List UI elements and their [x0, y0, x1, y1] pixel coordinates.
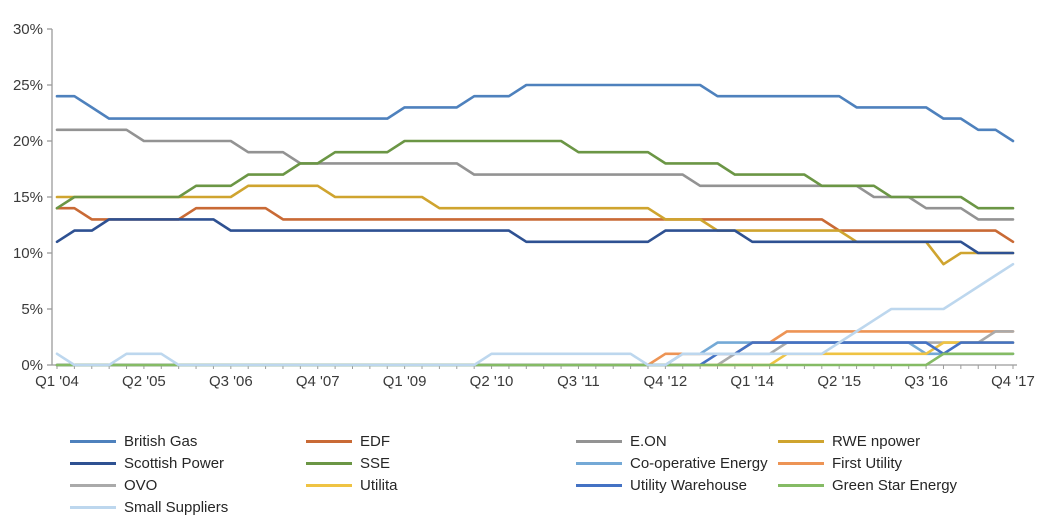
- legend-item-utility-warehouse: Utility Warehouse: [576, 474, 778, 496]
- legend-label-small-suppliers: Small Suppliers: [124, 498, 229, 516]
- plot-area: 0% 5% 10% 15% 20% 25% 30% Q1 '04 Q2 '05 Q3 '06 Q4 …: [13, 21, 1035, 390]
- series-line-green-star-energy: [55, 352, 1015, 367]
- legend-label-co-operative-energy: Co-operative Energy: [630, 454, 768, 472]
- legend-item-first-utility: First Utility: [778, 452, 1028, 474]
- x-tick-label: Q4 '17: [991, 373, 1035, 390]
- legend-item-sse: SSE: [306, 452, 576, 474]
- legend-swatch-british-gas: [70, 439, 116, 443]
- legend-swatch-first-utility: [778, 461, 824, 465]
- legend-item-co-operative-energy: Co-operative Energy: [576, 452, 778, 474]
- y-tick-label: 10%: [13, 245, 43, 262]
- y-tick-label: 0%: [21, 357, 43, 374]
- y-tick-label: 20%: [13, 133, 43, 150]
- x-tick-label: Q2 '15: [817, 373, 861, 390]
- legend-swatch-utility-warehouse: [576, 483, 622, 487]
- legend-item-ovo: OVO: [70, 474, 306, 496]
- legend-swatch-ovo: [70, 483, 116, 487]
- x-tick-label: Q4 '12: [643, 373, 687, 390]
- x-tick-label: Q1 '09: [383, 373, 427, 390]
- legend-item-utilita: Utilita: [306, 474, 576, 496]
- series-line-small-suppliers: [55, 262, 1015, 367]
- x-tick-label: Q2 '10: [470, 373, 514, 390]
- series-line-british-gas: [55, 83, 1015, 143]
- legend-label-green-star-energy: Green Star Energy: [832, 476, 958, 494]
- legend-swatch-sse: [306, 461, 352, 465]
- legend-swatch-scottish-power: [70, 461, 116, 465]
- legend-item-small-suppliers: Small Suppliers: [70, 496, 306, 518]
- y-tick-label: 5%: [21, 301, 43, 318]
- legend-swatch-utilita: [306, 483, 352, 487]
- series-line-ovo: [55, 330, 1015, 367]
- legend-label-sse: SSE: [360, 454, 391, 472]
- legend-label-rwe-npower: RWE npower: [832, 432, 921, 450]
- series-line-scottish-power: [55, 218, 1015, 255]
- x-tick-label: Q4 '07: [296, 373, 340, 390]
- x-tick-label: Q1 '04: [35, 373, 79, 390]
- x-tick-label: Q1 '14: [730, 373, 774, 390]
- y-tick-label: 25%: [13, 77, 43, 94]
- legend-swatch-e-on: [576, 439, 622, 443]
- x-tick-label: Q3 '16: [904, 373, 948, 390]
- legend-item-british-gas: British Gas: [70, 430, 306, 452]
- legend-swatch-green-star-energy: [778, 483, 824, 487]
- legend-swatch-co-operative-energy: [576, 461, 622, 465]
- legend-swatch-edf: [306, 439, 352, 443]
- y-tick-label: 15%: [13, 189, 43, 206]
- series-line-e-on: [55, 128, 1015, 221]
- series-line-first-utility: [55, 330, 1015, 367]
- legend-label-e-on: E.ON: [630, 432, 667, 450]
- legend-label-first-utility: First Utility: [832, 454, 902, 472]
- legend-label-scottish-power: Scottish Power: [124, 454, 225, 472]
- series-line-sse: [55, 139, 1015, 210]
- legend-item-scottish-power: Scottish Power: [70, 452, 306, 474]
- legend-label-utilita: Utilita: [360, 476, 398, 494]
- legend-item-e-on: E.ON: [576, 430, 778, 452]
- legend-label-utility-warehouse: Utility Warehouse: [630, 476, 747, 494]
- x-tick-label: Q3 '11: [557, 373, 600, 390]
- series-line-rwe-npower: [55, 184, 1015, 266]
- legend-item-edf: EDF: [306, 430, 576, 452]
- legend-swatch-small-suppliers: [70, 505, 116, 509]
- legend-swatch-rwe-npower: [778, 439, 824, 443]
- legend-label-edf: EDF: [360, 432, 390, 450]
- y-tick-label: 30%: [13, 21, 43, 38]
- legend-label-british-gas: British Gas: [124, 432, 198, 450]
- legend-label-ovo: OVO: [124, 476, 158, 494]
- chart-legend: British Gas EDF E.ON RWE npower Scottish Pow…: [70, 430, 1028, 518]
- x-tick-label: Q2 '05: [122, 373, 166, 390]
- series-line-edf: [55, 206, 1015, 244]
- legend-item-green-star-energy: Green Star Energy: [778, 474, 1028, 496]
- legend-item-rwe-npower: RWE npower: [778, 430, 1028, 452]
- x-tick-label: Q3 '06: [209, 373, 253, 390]
